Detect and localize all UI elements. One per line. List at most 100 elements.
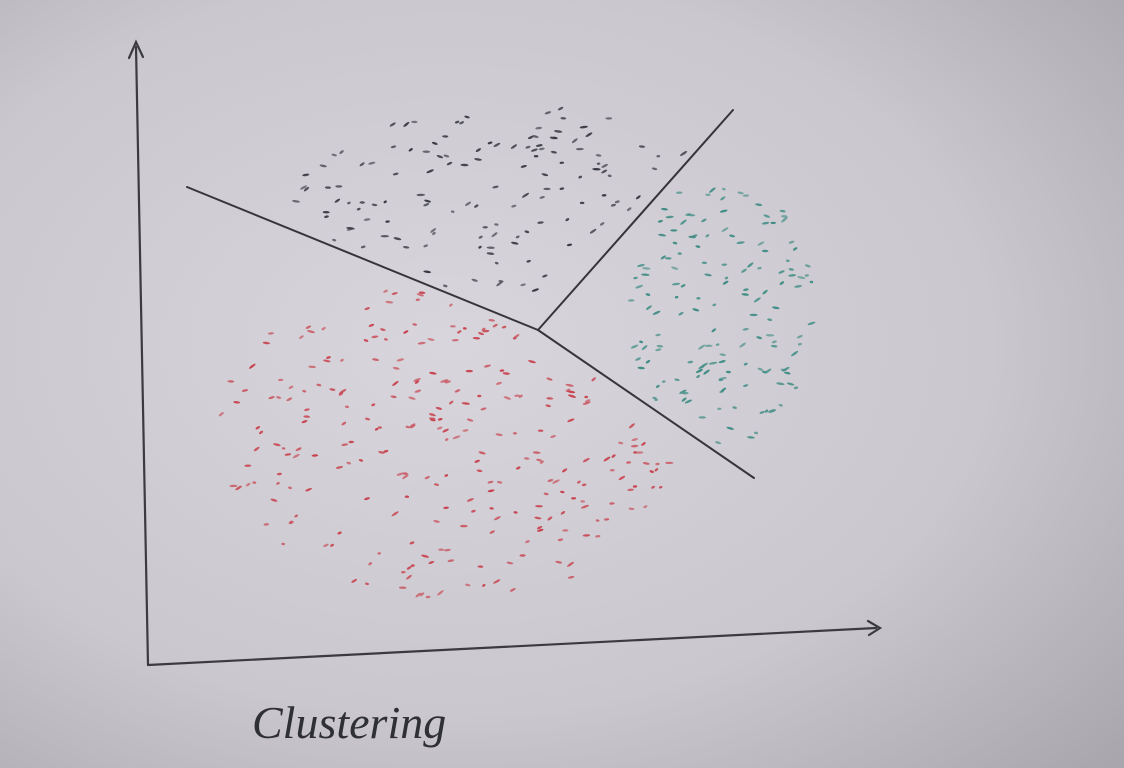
point bbox=[466, 418, 474, 422]
point bbox=[674, 295, 679, 299]
point bbox=[785, 259, 790, 263]
point bbox=[692, 308, 700, 312]
point bbox=[408, 396, 416, 400]
boundary-line bbox=[537, 329, 755, 479]
point bbox=[503, 396, 512, 400]
point bbox=[679, 389, 687, 394]
point bbox=[641, 442, 646, 446]
point bbox=[398, 586, 407, 589]
point bbox=[705, 193, 711, 197]
point bbox=[804, 274, 809, 277]
point bbox=[489, 530, 495, 534]
point bbox=[496, 281, 503, 287]
point bbox=[428, 417, 436, 420]
point bbox=[515, 235, 520, 239]
point bbox=[492, 323, 498, 328]
point bbox=[457, 330, 462, 334]
point bbox=[757, 241, 765, 246]
point bbox=[743, 384, 749, 387]
point bbox=[719, 353, 726, 357]
point bbox=[759, 411, 765, 414]
point bbox=[218, 412, 224, 417]
point bbox=[749, 313, 758, 317]
point-clusters bbox=[218, 106, 816, 599]
point bbox=[674, 378, 680, 382]
point bbox=[793, 386, 799, 390]
point bbox=[630, 344, 639, 349]
point bbox=[494, 261, 499, 265]
point bbox=[424, 199, 431, 203]
point bbox=[513, 511, 518, 514]
point bbox=[632, 485, 638, 488]
point bbox=[520, 283, 526, 287]
point bbox=[390, 395, 397, 399]
point bbox=[368, 323, 375, 327]
point bbox=[322, 210, 330, 214]
point bbox=[383, 449, 389, 453]
point bbox=[465, 369, 473, 373]
point bbox=[537, 429, 544, 432]
point bbox=[779, 209, 786, 213]
point bbox=[614, 200, 620, 204]
point bbox=[363, 218, 371, 221]
point bbox=[627, 488, 634, 492]
point bbox=[784, 371, 791, 375]
point bbox=[797, 342, 802, 346]
point bbox=[661, 207, 668, 211]
point bbox=[481, 327, 486, 331]
point bbox=[778, 404, 783, 407]
point bbox=[698, 416, 706, 419]
point bbox=[637, 264, 645, 267]
point bbox=[364, 497, 370, 501]
point bbox=[437, 590, 444, 596]
point bbox=[525, 145, 531, 149]
point bbox=[765, 334, 775, 337]
point bbox=[686, 213, 696, 217]
point bbox=[579, 201, 585, 205]
point bbox=[772, 306, 780, 310]
point bbox=[566, 243, 573, 247]
point bbox=[656, 154, 661, 158]
point bbox=[426, 169, 434, 174]
point bbox=[567, 418, 575, 423]
point bbox=[324, 215, 329, 219]
point bbox=[378, 451, 385, 454]
point bbox=[423, 270, 432, 274]
point bbox=[660, 255, 666, 260]
point bbox=[489, 507, 494, 510]
point bbox=[385, 300, 394, 304]
point bbox=[779, 281, 785, 285]
point bbox=[618, 475, 626, 481]
point bbox=[393, 237, 402, 241]
point bbox=[501, 325, 507, 329]
point bbox=[464, 115, 470, 119]
point bbox=[432, 231, 436, 236]
point bbox=[671, 282, 681, 286]
point bbox=[403, 330, 409, 334]
point bbox=[471, 509, 476, 513]
point bbox=[639, 340, 644, 344]
point bbox=[655, 333, 661, 337]
point bbox=[324, 186, 332, 189]
point bbox=[482, 583, 486, 587]
point bbox=[703, 369, 710, 375]
point bbox=[412, 323, 417, 326]
point bbox=[428, 560, 435, 565]
point bbox=[465, 201, 472, 206]
caption: Clustering bbox=[252, 697, 446, 748]
point bbox=[465, 583, 471, 587]
point bbox=[444, 474, 449, 477]
point bbox=[719, 390, 724, 394]
point bbox=[709, 187, 716, 193]
point bbox=[682, 391, 689, 395]
point bbox=[512, 334, 520, 340]
point bbox=[718, 378, 724, 382]
point bbox=[672, 241, 678, 245]
point bbox=[550, 150, 557, 154]
point bbox=[451, 338, 459, 342]
cluster-boundaries bbox=[186, 109, 755, 479]
point bbox=[308, 365, 316, 369]
point bbox=[311, 454, 319, 457]
point bbox=[474, 204, 479, 208]
